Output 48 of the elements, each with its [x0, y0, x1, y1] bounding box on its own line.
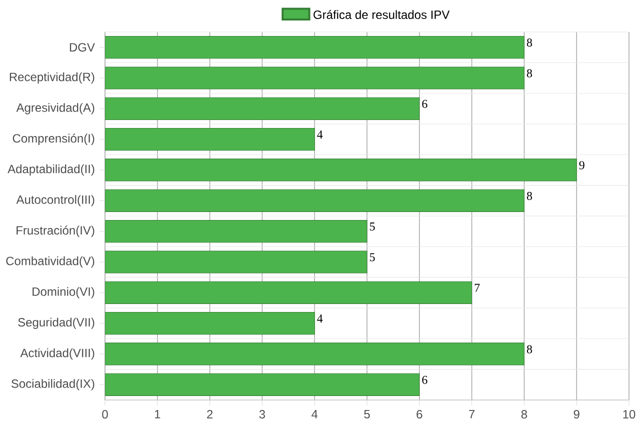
bar: [105, 128, 315, 151]
y-tick-label: Seguridad(VII): [18, 318, 94, 329]
y-tick-label: Combatividad(V): [6, 256, 94, 268]
bar: [105, 312, 315, 335]
data-label: 5: [370, 222, 375, 231]
x-tick-label: 7: [469, 410, 475, 418]
bar: [105, 158, 577, 182]
x-tick-label: 1: [154, 410, 160, 418]
data-label: 8: [526, 192, 532, 200]
data-label: 6: [422, 376, 428, 384]
y-tick-label: Comprensión(I): [12, 134, 94, 145]
bar: [105, 189, 524, 212]
bar: [105, 342, 524, 366]
data-label: 4: [317, 314, 323, 322]
bar: [105, 36, 524, 59]
data-label: 8: [526, 69, 532, 78]
y-tick-label: Actividad(VIII): [20, 348, 94, 360]
bar: [105, 97, 420, 120]
data-label: 6: [422, 100, 428, 108]
x-tick-label: 0: [102, 410, 108, 419]
y-tick-label: DGV: [70, 43, 95, 52]
x-tick-label: 2: [207, 410, 213, 418]
y-tick-label: Dominio(VI): [32, 287, 94, 298]
x-tick-label: 9: [574, 410, 580, 419]
bar: [105, 220, 368, 243]
y-tick-label: Adaptabilidad(II): [8, 164, 94, 176]
bar: [105, 250, 368, 274]
data-label: 8: [526, 38, 532, 47]
data-label: 4: [317, 130, 323, 138]
y-tick-label: Sociabilidad(IX): [11, 379, 94, 390]
y-tick-label: Receptividad(R): [10, 72, 94, 84]
y-tick-label: Frustración(IV): [16, 226, 94, 237]
data-label: 8: [526, 345, 532, 354]
bar: [105, 281, 472, 304]
x-tick-label: 5: [364, 410, 370, 418]
bar: [105, 373, 420, 396]
x-tick-label: 3: [259, 410, 266, 419]
bar: [105, 66, 524, 90]
y-tick-label: Agresividad(A): [16, 103, 94, 114]
data-label: 9: [579, 161, 584, 170]
legend-label: Gráfica de resultados IPV: [314, 10, 450, 20]
data-label: 5: [370, 253, 375, 262]
x-tick-label: 8: [521, 410, 528, 419]
x-tick-label: 4: [312, 410, 318, 418]
x-tick-label: 10: [623, 410, 636, 419]
x-tick-label: 6: [416, 410, 422, 419]
data-label: 7: [474, 284, 480, 292]
y-tick-label: Autocontrol(III): [16, 195, 94, 206]
